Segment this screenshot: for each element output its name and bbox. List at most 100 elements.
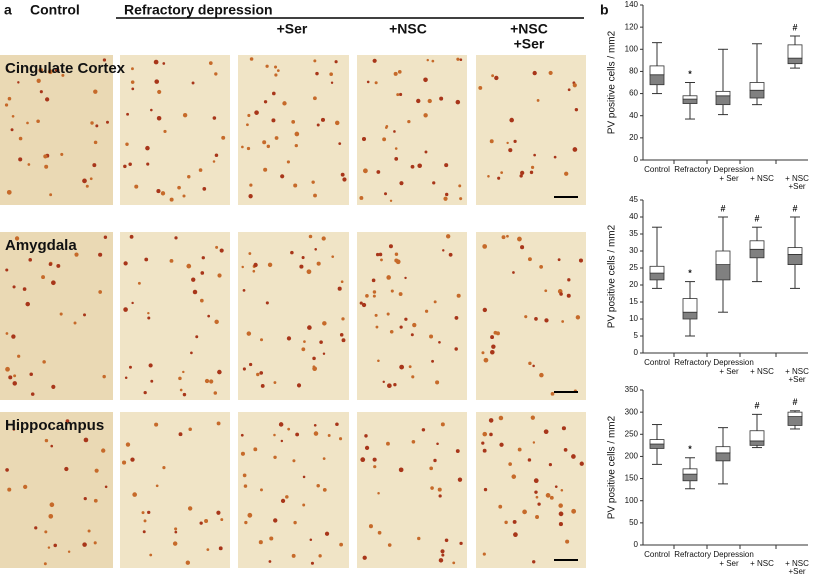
cell xyxy=(481,351,485,355)
cell xyxy=(417,163,422,169)
cell xyxy=(276,69,280,72)
cell xyxy=(365,294,369,298)
cell xyxy=(321,236,326,241)
significance-mark: * xyxy=(688,69,692,79)
cell xyxy=(221,135,226,140)
cell xyxy=(273,455,277,459)
cell xyxy=(578,258,584,263)
cell xyxy=(482,552,486,556)
cell xyxy=(254,110,259,115)
cell xyxy=(482,244,488,249)
cell xyxy=(404,317,408,321)
box-upper xyxy=(649,439,665,445)
cell xyxy=(274,73,278,77)
cell xyxy=(47,546,51,549)
cell xyxy=(427,98,432,104)
cell xyxy=(309,538,313,541)
y-tick-label: 350 xyxy=(625,385,639,394)
cell xyxy=(423,113,428,118)
significance-mark: * xyxy=(688,268,692,278)
cell xyxy=(41,275,46,280)
cell xyxy=(390,289,394,293)
micrograph xyxy=(357,55,467,205)
cell xyxy=(271,118,276,123)
cell xyxy=(455,99,461,105)
cell xyxy=(549,495,554,500)
cell xyxy=(337,286,342,291)
cell xyxy=(341,338,346,343)
cell xyxy=(310,561,314,565)
cell xyxy=(85,184,89,188)
cell xyxy=(529,170,534,175)
cell xyxy=(329,72,333,77)
cell xyxy=(216,510,221,515)
x-tick-label: + Ser xyxy=(719,559,739,568)
cell xyxy=(378,252,383,257)
y-tick-label: 250 xyxy=(625,429,639,438)
significance-mark: # xyxy=(720,203,725,213)
cell xyxy=(131,87,135,91)
cell xyxy=(376,170,381,174)
box-lower xyxy=(682,311,698,320)
cell xyxy=(93,140,98,145)
cell xyxy=(131,301,134,305)
cell xyxy=(125,442,131,447)
cell xyxy=(312,365,316,368)
cell xyxy=(123,261,128,266)
x-tick-label: +Ser xyxy=(788,375,805,384)
cell xyxy=(295,432,300,437)
cell xyxy=(408,365,412,369)
cell xyxy=(185,560,191,565)
cell xyxy=(93,541,97,545)
cell xyxy=(524,315,528,319)
cell xyxy=(497,176,501,180)
column-header: Control xyxy=(30,2,80,18)
cell xyxy=(389,199,393,203)
cell xyxy=(191,81,195,85)
cell xyxy=(244,520,248,525)
cell xyxy=(214,153,219,158)
cell xyxy=(102,58,107,62)
cell xyxy=(8,375,13,380)
cell xyxy=(322,457,326,461)
cell xyxy=(361,137,367,142)
cell xyxy=(17,354,21,358)
cell xyxy=(155,484,159,488)
cell xyxy=(126,112,130,116)
box-upper xyxy=(787,411,803,417)
cell xyxy=(501,235,506,240)
box-lower xyxy=(749,89,765,99)
cell xyxy=(27,163,31,166)
cell xyxy=(557,258,561,262)
x-tick-label: Control xyxy=(644,358,670,367)
cell xyxy=(73,321,77,325)
y-tick-label: 30 xyxy=(629,246,638,255)
cell xyxy=(341,317,345,321)
cell xyxy=(101,448,106,453)
cell xyxy=(530,165,535,170)
cell xyxy=(307,325,312,330)
box-lower xyxy=(649,272,665,281)
cell xyxy=(195,335,199,339)
cell xyxy=(268,560,272,563)
cell xyxy=(147,311,150,315)
cell xyxy=(98,290,102,294)
cell xyxy=(153,59,159,65)
cell xyxy=(29,372,33,377)
cell xyxy=(478,85,483,90)
y-axis-label: PV positive cells / mm2 xyxy=(607,30,618,134)
cell xyxy=(122,460,127,465)
cell xyxy=(429,466,434,471)
cell xyxy=(498,504,503,509)
cell xyxy=(162,466,166,470)
y-tick-label: 100 xyxy=(625,496,639,505)
cell xyxy=(174,530,178,534)
y-tick-label: 0 xyxy=(634,155,639,164)
cell xyxy=(213,391,218,395)
cell xyxy=(397,70,402,74)
cell xyxy=(454,347,458,351)
column-header: Refractory depression xyxy=(124,2,273,18)
cell xyxy=(217,369,222,375)
cell xyxy=(267,262,273,268)
box-lower xyxy=(682,473,698,482)
